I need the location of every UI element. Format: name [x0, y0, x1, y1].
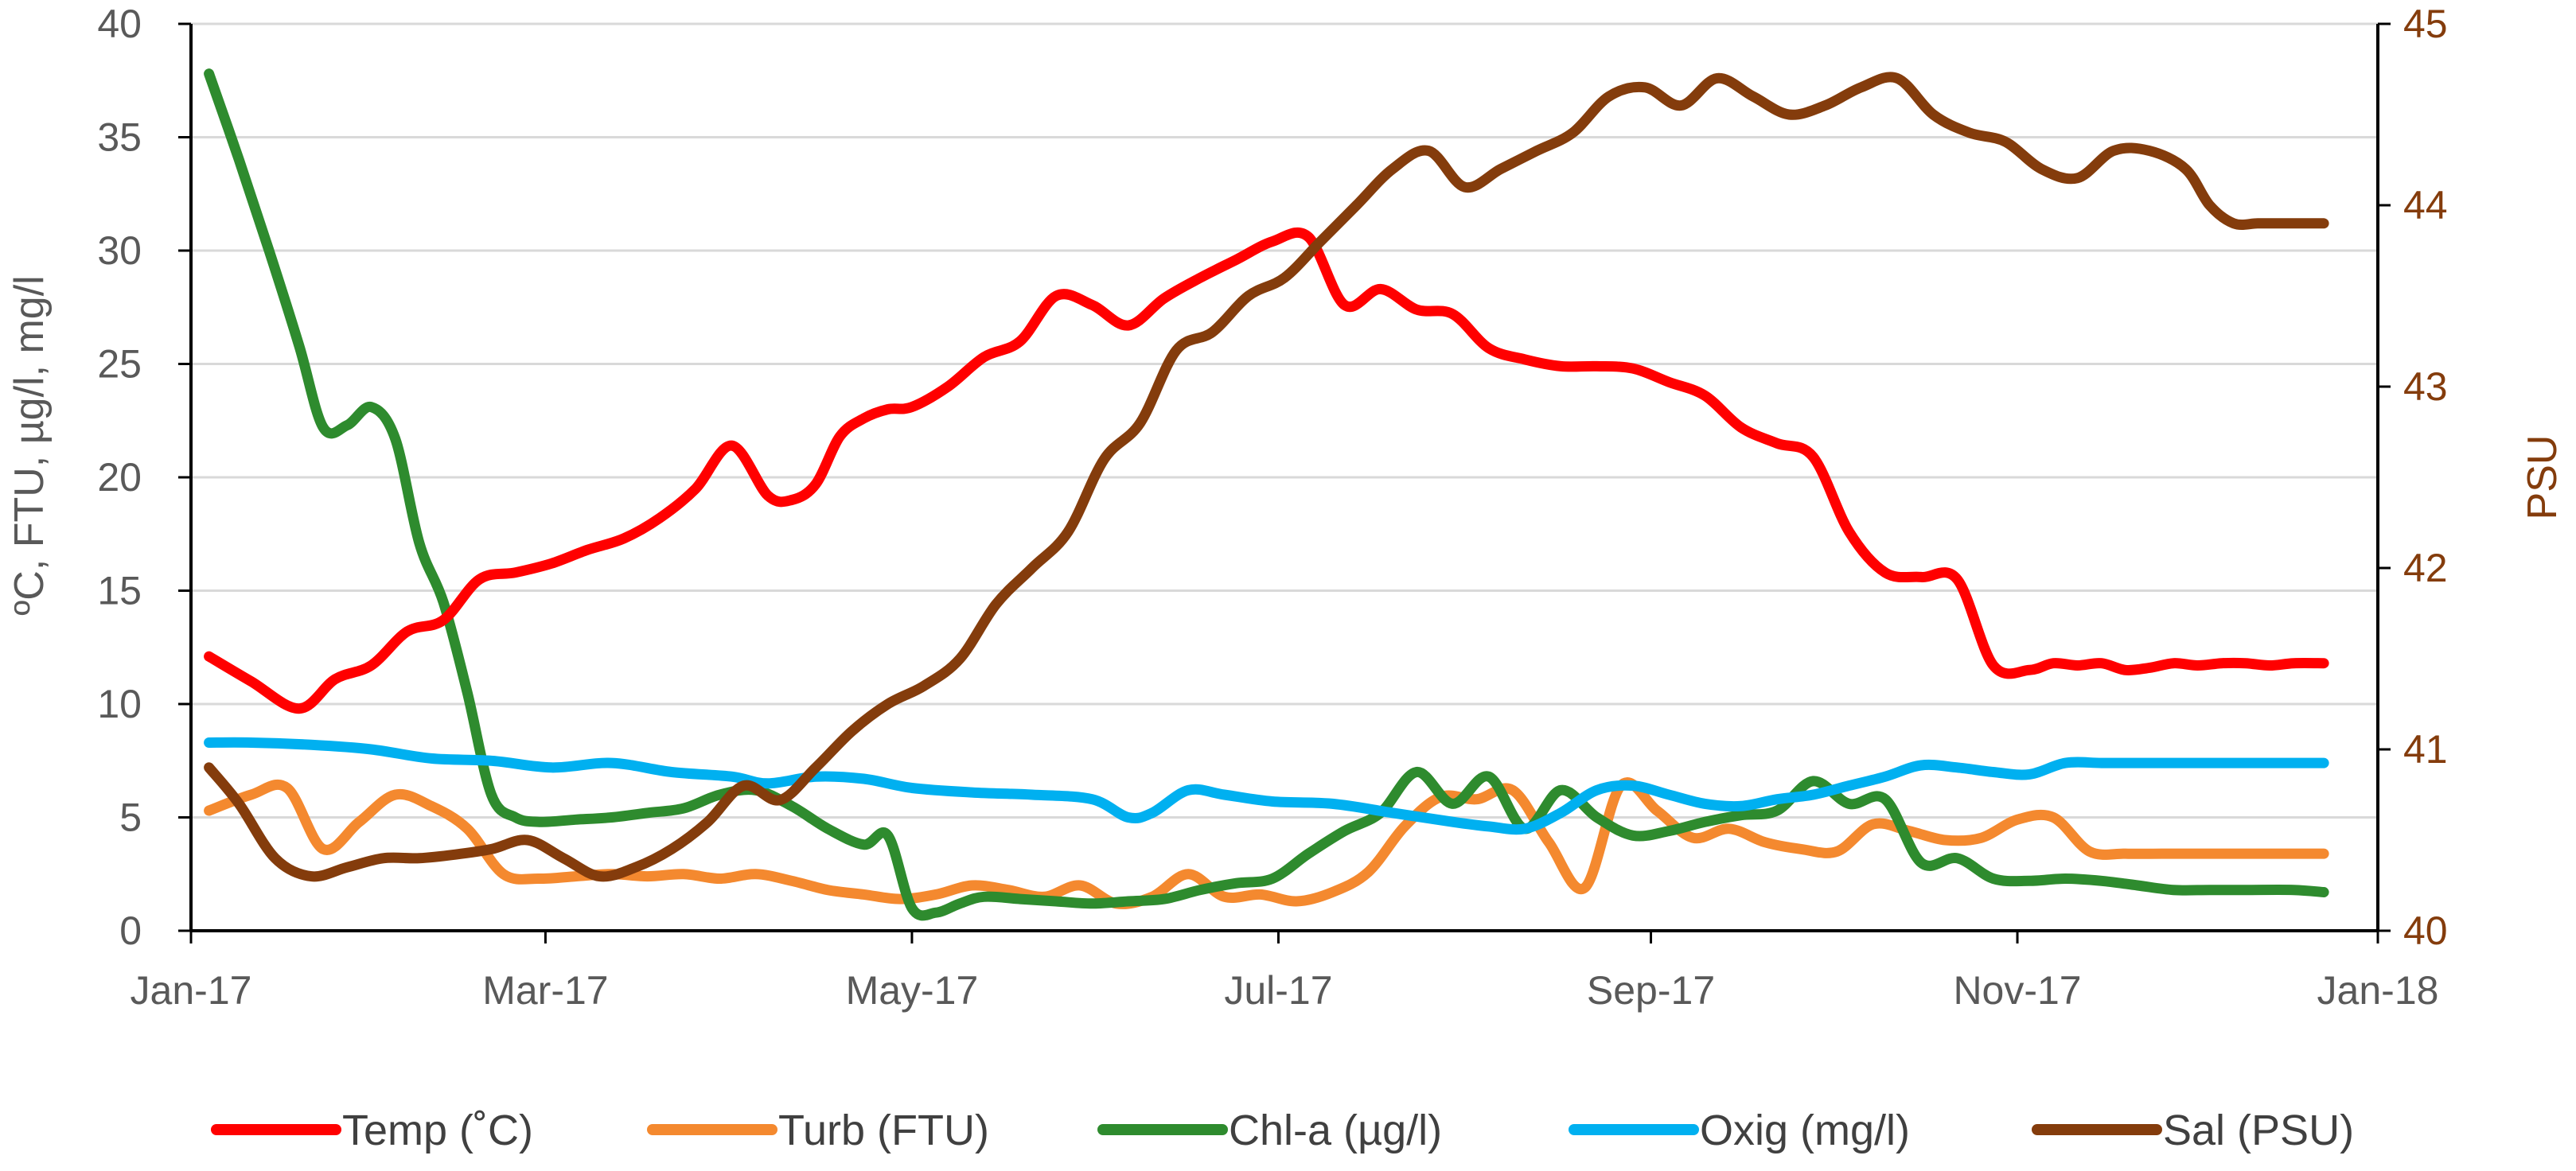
- legend-label-chla: Chl-a (µg/l): [1229, 1107, 1442, 1154]
- series-line-sal: [204, 72, 2329, 882]
- y-tick-label-5: 25: [97, 342, 142, 387]
- y-axis-title: ºC, FTU, µg/l, mg/l: [6, 275, 53, 615]
- x-tick-label-4: Sep-17: [1587, 968, 1715, 1013]
- x-tick-label-3: Jul-17: [1224, 968, 1332, 1013]
- y2-tick-label-1: 41: [2403, 727, 2448, 772]
- y2-tick-label-4: 44: [2403, 183, 2448, 228]
- legend-label-oxig: Oxig (mg/l): [1700, 1107, 1910, 1154]
- y2-tick-label-5: 45: [2403, 2, 2448, 46]
- y-tick-label-6: 30: [97, 228, 142, 273]
- y-tick-label-8: 40: [97, 2, 142, 46]
- y-tick-label-7: 35: [97, 115, 142, 160]
- series-line-turb: [204, 777, 2329, 909]
- x-tick-label-1: Mar-17: [482, 968, 608, 1013]
- y2-tick-label-3: 43: [2403, 364, 2448, 409]
- x-tick-label-5: Nov-17: [1953, 968, 2081, 1013]
- legend-label-turb: Turb (FTU): [778, 1107, 989, 1154]
- x-tick-label-0: Jan-17: [131, 968, 252, 1013]
- series-line-oxig: [204, 737, 2329, 835]
- legend-label-temp: Temp (˚C): [342, 1107, 533, 1154]
- y2-tick-label-0: 40: [2403, 908, 2448, 953]
- legend-label-sal: Sal (PSU): [2163, 1107, 2354, 1154]
- y-tick-label-1: 5: [119, 796, 142, 840]
- y-tick-label-0: 0: [119, 908, 142, 953]
- y-tick-label-4: 20: [97, 455, 142, 500]
- y-tick-label-2: 10: [97, 682, 142, 726]
- y2-axis-title: PSU: [2519, 435, 2566, 520]
- series-line-chla: [204, 68, 2329, 921]
- series-line-temp: [204, 228, 2329, 714]
- x-tick-label-2: May-17: [846, 968, 979, 1013]
- y-tick-label-3: 15: [97, 569, 142, 613]
- x-tick-label-6: Jan-18: [2317, 968, 2439, 1013]
- y2-tick-label-2: 42: [2403, 546, 2448, 590]
